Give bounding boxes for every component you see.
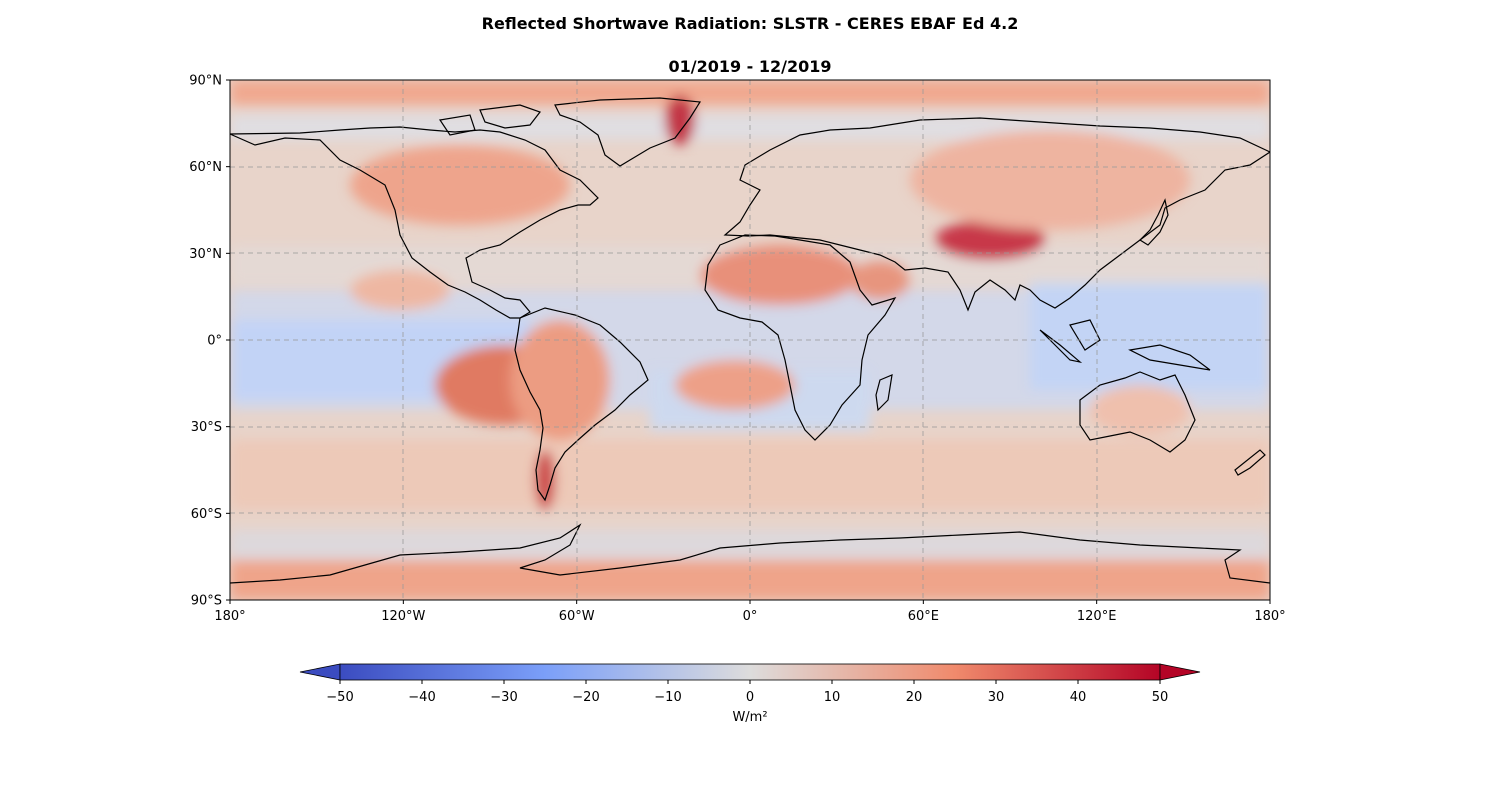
coastlines (230, 97, 1270, 584)
lon-tick-label: 60°E (908, 609, 939, 624)
colorbar-tick-label: 50 (1152, 690, 1169, 705)
lon-tick-label: 120°E (1077, 609, 1117, 624)
colorbar-bar (339, 663, 1161, 681)
lat-tick-label: 90°S (191, 594, 222, 609)
colorbar-tick-label: 30 (988, 690, 1005, 705)
figure-subtitle: 01/2019 - 12/2019 (668, 57, 832, 76)
colorbar-tick-label: −30 (490, 690, 517, 705)
lat-tick-label: 30°N (189, 247, 222, 262)
lon-tick-label: 60°W (559, 609, 595, 624)
colorbar-tick-label: −20 (572, 690, 599, 705)
colorbar-tick-label: −40 (408, 690, 435, 705)
colorbar-tick-label: 10 (824, 690, 841, 705)
colorbar-tick-label: −50 (326, 690, 353, 705)
lon-tick-labels: 180° 120°W 60°W 0° 60°E 120°E 180° (214, 600, 1286, 624)
colorbar-units-label: W/m² (732, 710, 767, 725)
colorbar-tick-label: 0 (746, 690, 754, 705)
gridlines (230, 80, 1270, 600)
colorbar-tick-label: 40 (1070, 690, 1087, 705)
lat-tick-label: 90°N (189, 74, 222, 89)
colorbar-ticks: −50 −40 −30 −20 −10 0 10 20 30 40 50 (326, 680, 1168, 705)
colorbar-tick-label: 20 (906, 690, 923, 705)
lat-tick-label: 30°S (191, 420, 222, 435)
lon-tick-label: 180° (214, 609, 245, 624)
lat-tick-label: 0° (207, 334, 222, 349)
colorbar-extend-min (299, 663, 341, 681)
colorbar-tick-label: −10 (654, 690, 681, 705)
figure-title: Reflected Shortwave Radiation: SLSTR - C… (481, 14, 1019, 33)
lat-tick-label: 60°N (189, 160, 222, 175)
lon-tick-label: 120°W (381, 609, 425, 624)
lon-tick-label: 0° (743, 609, 758, 624)
colorbar-extend-max (1159, 663, 1201, 681)
lat-tick-label: 60°S (191, 507, 222, 522)
colorbar: −50 −40 −30 −20 −10 0 10 20 30 40 50 W/m² (299, 663, 1201, 725)
lat-tick-labels: 90°N 60°N 30°N 0° 30°S 60°S 90°S (189, 74, 230, 609)
lon-tick-label: 180° (1254, 609, 1285, 624)
